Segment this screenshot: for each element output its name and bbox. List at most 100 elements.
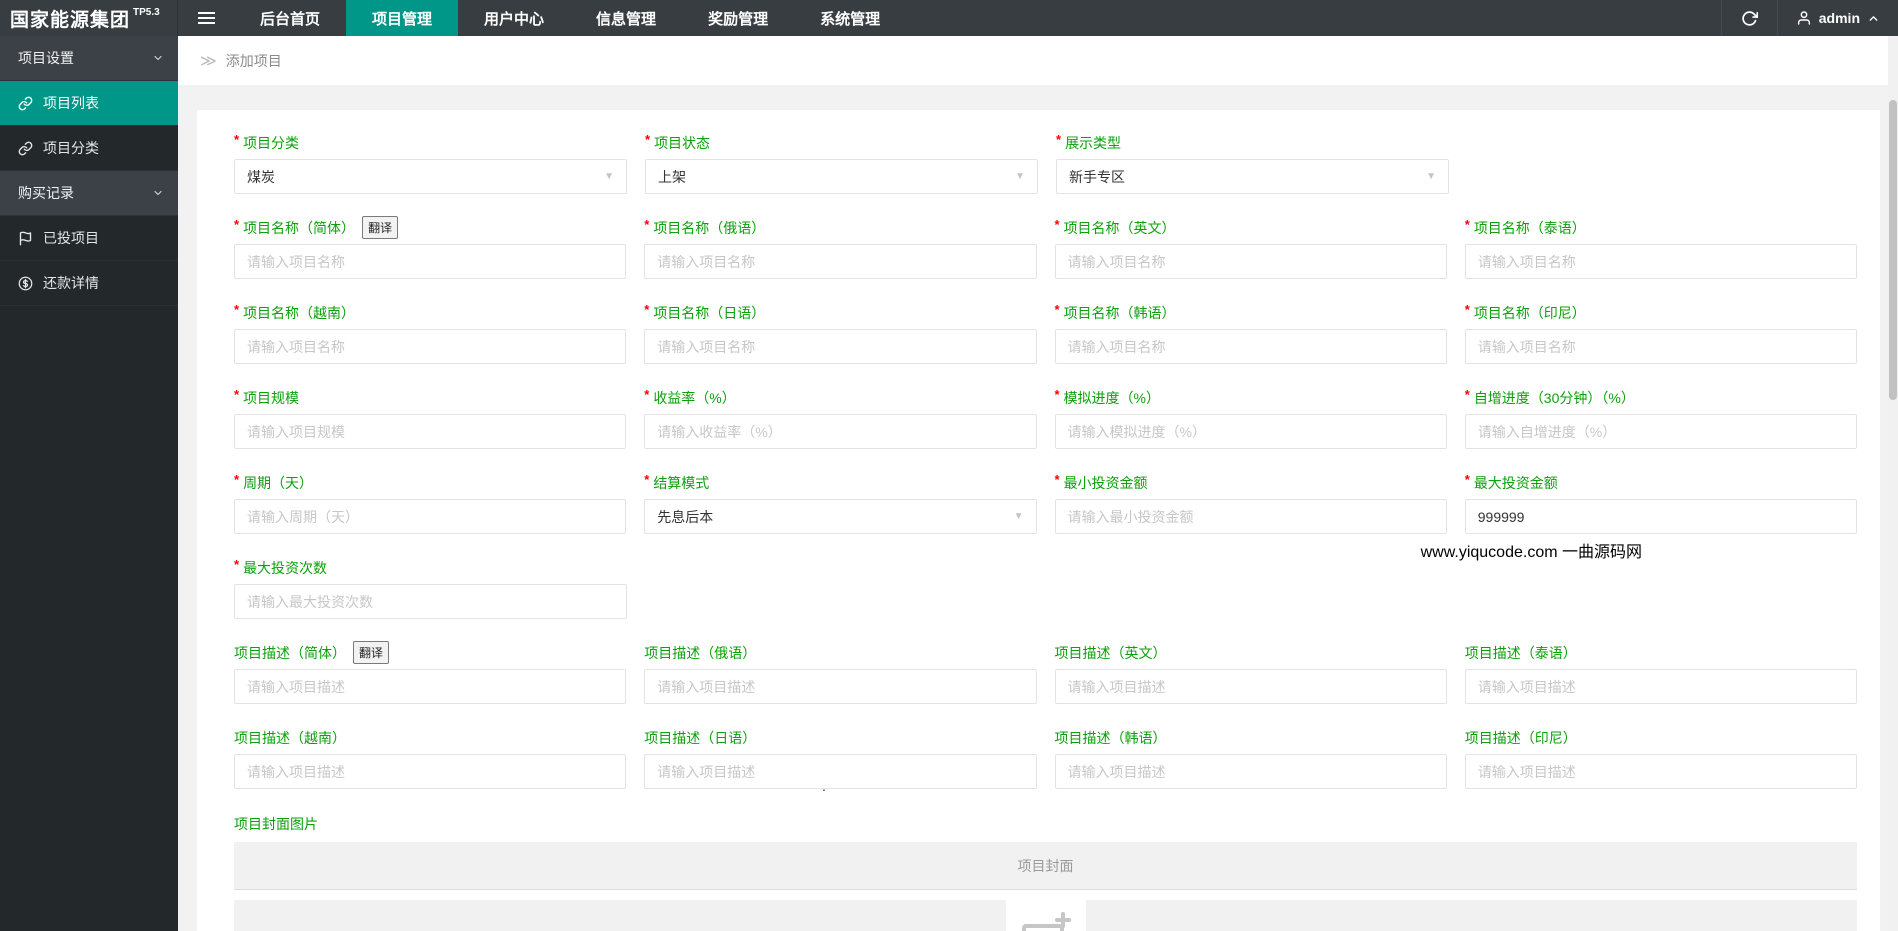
vertical-scrollbar[interactable] xyxy=(1888,36,1898,931)
tab-system-management[interactable]: 系统管理 xyxy=(820,10,881,28)
required-asterisk: * xyxy=(234,387,240,402)
chevron-down-icon: ▼ xyxy=(604,171,614,182)
project-category-select[interactable]: 煤炭 ▼ xyxy=(234,159,627,194)
field-label: 项目分类 xyxy=(243,134,300,151)
field-name-ru: * 项目名称（俄语） xyxy=(644,217,1037,279)
scrollbar-thumb[interactable] xyxy=(1889,100,1897,400)
form-row: 项目描述（越南） 项目描述（日语） 项目描述（韩语） 项目描述（印尼） xyxy=(234,729,1857,789)
name-en-input[interactable] xyxy=(1054,244,1447,279)
nav-tabs: 后台首页 项目管理 用户中心 信息管理 奖励管理 系统管理 xyxy=(234,0,906,36)
cover-table: 项目封面 xyxy=(234,842,1857,931)
field-desc-kr: 项目描述（韩语） xyxy=(1054,729,1447,789)
name-ru-input[interactable] xyxy=(644,244,1037,279)
name-id-input[interactable] xyxy=(1464,329,1857,364)
desc-id-input[interactable] xyxy=(1464,754,1857,789)
desc-en-input[interactable] xyxy=(1054,669,1447,704)
menu-toggle-button[interactable] xyxy=(178,0,234,36)
name-kr-input[interactable] xyxy=(1054,329,1447,364)
field-desc-vn: 项目描述（越南） xyxy=(234,729,627,789)
required-asterisk: * xyxy=(234,217,240,232)
desc-th-input[interactable] xyxy=(1464,669,1857,704)
max-times-input[interactable] xyxy=(234,584,627,619)
select-value: 新手专区 xyxy=(1069,168,1125,185)
field-desc-ru: 项目描述（俄语） xyxy=(644,644,1037,704)
tab-user-center[interactable]: 用户中心 xyxy=(484,10,545,28)
max-invest-input[interactable] xyxy=(1464,499,1857,534)
cover-upload-button[interactable] xyxy=(1005,900,1086,931)
field-name-th: * 项目名称（泰语） xyxy=(1464,217,1857,279)
required-asterisk: * xyxy=(1054,302,1060,317)
refresh-button[interactable] xyxy=(1720,0,1777,36)
field-label: 最小投资金额 xyxy=(1063,474,1148,491)
page-body: * 项目分类 煤炭 ▼ * 项目状态 上架 ▼ * 展 xyxy=(178,85,1898,931)
sidebar-item-repayment-details[interactable]: 还款详情 xyxy=(0,261,178,306)
link-icon xyxy=(18,96,33,111)
form-row: *项目规模 *收益率（%） *模拟进度（%） *自增进度（30分钟）（%） xyxy=(234,387,1857,449)
sidebar-group-project-settings[interactable]: 项目设置 xyxy=(0,36,178,81)
form-row: * 最大投资次数 xyxy=(234,557,1857,619)
select-value: 煤炭 xyxy=(247,168,275,185)
field-project-category: * 项目分类 煤炭 ▼ xyxy=(234,132,627,194)
field-label: 项目描述（印尼） xyxy=(1464,729,1577,746)
required-asterisk: * xyxy=(1054,387,1060,402)
cover-image-section: 项目封面图片 项目封面 xyxy=(234,814,1857,931)
sim-progress-input[interactable] xyxy=(1054,414,1447,449)
stray-dot: . xyxy=(822,778,826,794)
nav-right: admin xyxy=(1720,0,1898,36)
desc-vn-input[interactable] xyxy=(234,754,627,789)
field-min-invest: * 最小投资金额 xyxy=(1054,472,1447,534)
user-menu[interactable]: admin xyxy=(1776,0,1898,36)
select-value: 上架 xyxy=(658,168,686,185)
field-label: 项目规模 xyxy=(243,389,300,406)
field-label: 项目名称（英文） xyxy=(1063,219,1176,236)
sidebar-group-purchase-records[interactable]: 购买记录 xyxy=(0,171,178,216)
dollar-icon xyxy=(18,276,33,291)
tab-dashboard[interactable]: 后台首页 xyxy=(260,10,321,28)
field-label: 项目名称（越南） xyxy=(243,304,356,321)
field-label: 项目名称（简体） xyxy=(243,219,356,236)
name-zh-input[interactable] xyxy=(234,244,627,279)
field-yield-rate: * 收益率（%） xyxy=(644,387,1037,449)
min-invest-input[interactable] xyxy=(1054,499,1447,534)
translate-button[interactable]: 翻译 xyxy=(362,216,399,239)
chevron-up-icon xyxy=(1869,15,1878,21)
username: admin xyxy=(1818,10,1860,26)
desc-kr-input[interactable] xyxy=(1054,754,1447,789)
field-label: 项目名称（印尼） xyxy=(1473,304,1586,321)
select-value: 先息后本 xyxy=(657,508,714,525)
field-label: 项目描述（泰语） xyxy=(1464,644,1577,661)
settle-mode-select[interactable]: 先息后本 ▼ xyxy=(644,499,1037,534)
cycle-days-input[interactable] xyxy=(234,499,627,534)
hamburger-icon xyxy=(197,12,215,24)
sidebar-item-label: 项目分类 xyxy=(43,140,99,156)
field-project-status: * 项目状态 上架 ▼ xyxy=(645,132,1038,194)
desc-ru-input[interactable] xyxy=(644,669,1037,704)
tab-info-management[interactable]: 信息管理 xyxy=(596,10,657,28)
chevron-down-icon xyxy=(154,190,162,196)
sidebar-item-project-category[interactable]: 项目分类 xyxy=(0,126,178,171)
auto-progress-input[interactable] xyxy=(1464,414,1857,449)
required-asterisk: * xyxy=(234,557,240,572)
field-display-type: * 展示类型 新手专区 ▼ xyxy=(1056,132,1449,194)
yield-rate-input[interactable] xyxy=(644,414,1037,449)
field-desc-en: 项目描述（英文） xyxy=(1054,644,1447,704)
project-status-select[interactable]: 上架 ▼ xyxy=(645,159,1038,194)
field-label: 项目描述（英文） xyxy=(1054,644,1167,661)
field-desc-zh: 项目描述（简体） 翻译 xyxy=(234,641,627,704)
sidebar-item-project-list[interactable]: 项目列表 xyxy=(0,81,178,126)
name-vn-input[interactable] xyxy=(234,329,627,364)
sidebar-item-invested-projects[interactable]: 已投项目 xyxy=(0,216,178,261)
project-scale-input[interactable] xyxy=(234,414,627,449)
breadcrumb-icon: ≫ xyxy=(200,52,217,70)
name-jp-input[interactable] xyxy=(644,329,1037,364)
sidebar-item-label: 还款详情 xyxy=(43,275,99,291)
cover-table-body xyxy=(234,900,1857,931)
tab-project-management[interactable]: 项目管理 xyxy=(346,0,459,36)
tab-reward-management[interactable]: 奖励管理 xyxy=(708,10,769,28)
desc-zh-input[interactable] xyxy=(234,669,627,704)
desc-jp-input[interactable] xyxy=(644,754,1037,789)
display-type-select[interactable]: 新手专区 ▼ xyxy=(1056,159,1449,194)
flag-icon xyxy=(18,231,33,246)
translate-button[interactable]: 翻译 xyxy=(353,641,390,664)
name-th-input[interactable] xyxy=(1464,244,1857,279)
